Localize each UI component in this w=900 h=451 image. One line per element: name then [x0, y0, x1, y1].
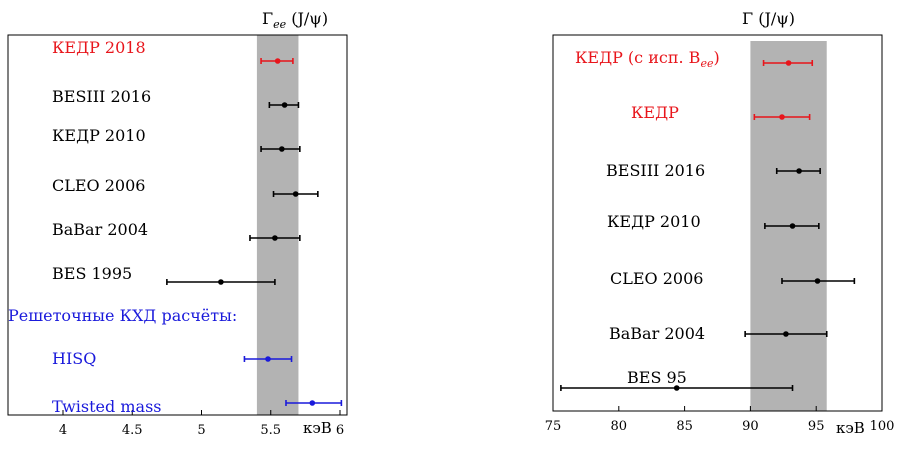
right-label-besiii-2016: BESIII 2016	[606, 161, 705, 180]
left-x-axis: 4 4.5 5 5.5 6	[59, 410, 344, 438]
right-label-babar-2004: BaBar 2004	[609, 324, 705, 343]
right-label-kedr-2010: КЕДР 2010	[607, 212, 701, 231]
data-point-кедр-2010	[789, 223, 796, 229]
left-label-cleo-2006: CLEO 2006	[52, 176, 145, 195]
left-label-besiii-2016: BESIII 2016	[52, 87, 151, 106]
x-tick-label-3: 5.5	[260, 423, 281, 438]
x-tick-label-1: 4.5	[122, 423, 143, 438]
data-point-кедр-2010	[279, 146, 285, 152]
right-plot-frame	[552, 34, 883, 412]
right-title: Γ (J/ψ)	[742, 9, 795, 28]
data-point-cleo-2006	[814, 278, 821, 284]
x-tick-label-5: 100	[870, 419, 895, 434]
x-tick-label-3: 90	[742, 419, 759, 434]
left-panel: 4 4.5 5 5.5 6 Γee (J/ψ) КЕДР 2018 BESIII 201…	[7, 9, 348, 438]
x-tick-label-2: 85	[676, 419, 693, 434]
left-plot-frame	[7, 34, 348, 416]
x-tick-label-0: 75	[545, 419, 562, 434]
data-point-hisq	[265, 356, 271, 362]
left-label-babar-2004: BaBar 2004	[52, 220, 148, 239]
data-point-bes-1995	[218, 279, 224, 285]
left-unit-label: кэВ	[303, 419, 332, 437]
left-label-kedr-2018: КЕДР 2018	[52, 38, 146, 57]
right-label-bes-95: BES 95	[627, 368, 687, 387]
right-unit-label: кэВ	[836, 419, 865, 437]
x-tick-label-4: 6	[336, 423, 344, 438]
left-title: Γee (J/ψ)	[262, 9, 328, 31]
data-point-кедр-с-исп-b-ee-	[785, 60, 792, 66]
left-label-kedr-2010: КЕДР 2010	[52, 126, 146, 145]
data-point-bes-95	[673, 385, 680, 391]
right-label-cleo-2006: CLEO 2006	[610, 269, 703, 288]
x-tick-label-0: 4	[59, 423, 67, 438]
right-label-kedr-bee: КЕДР (с исп. Bee)	[575, 48, 720, 70]
left-lattice-section-label: Решеточные КХД расчёты:	[8, 306, 237, 325]
data-point-besiii-2016	[796, 168, 802, 174]
x-tick-label-2: 5	[197, 423, 205, 438]
right-error-bars	[560, 60, 856, 391]
data-point-twisted-mass	[309, 400, 316, 406]
left-error-bars	[166, 58, 343, 406]
data-point-cleo-2006	[292, 191, 299, 197]
left-label-bes-1995: BES 1995	[52, 264, 132, 283]
data-point-кедр	[779, 114, 785, 120]
data-point-кедр-2018	[274, 58, 281, 64]
right-x-axis: 75 80 85 90 95 100	[545, 406, 895, 434]
left-average-band	[256, 35, 299, 415]
x-tick-label-4: 95	[808, 419, 825, 434]
right-panel: 75 80 85 90 95 100 Γ (J/ψ) КЕДР (с исп. Bee) …	[545, 9, 895, 437]
left-label-hisq: HISQ	[52, 349, 96, 368]
right-label-kedr: КЕДР	[631, 103, 679, 122]
data-point-babar-2004	[783, 331, 789, 337]
left-label-twisted-mass: Twisted mass	[52, 397, 161, 416]
data-point-babar-2004	[272, 235, 278, 241]
data-point-besiii-2016	[281, 102, 288, 108]
x-tick-label-1: 80	[611, 419, 628, 434]
